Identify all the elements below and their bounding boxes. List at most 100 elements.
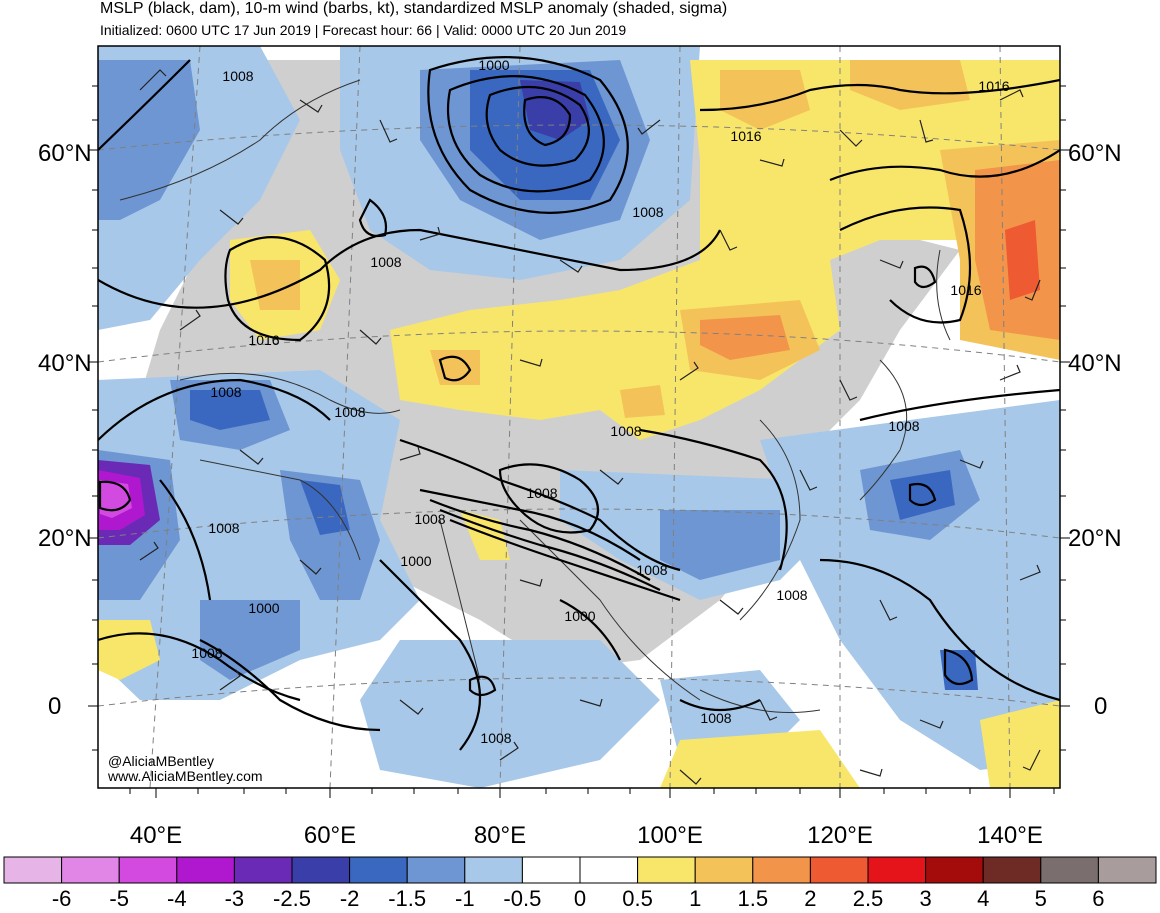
anomaly-orange-light — [720, 70, 810, 130]
colorbar-tick-label: 0 — [573, 886, 587, 911]
anomaly-blue-dark — [300, 480, 350, 535]
map-subtitle: Initialized: 0600 UTC 17 Jun 2019 | Fore… — [100, 22, 627, 38]
contour-label: 1016 — [730, 128, 762, 144]
contour-label: 1008 — [636, 562, 668, 578]
lon-label: 140°E — [977, 822, 1043, 849]
colorbar-tick-label: 1 — [689, 886, 702, 911]
contour-label: 1008 — [700, 710, 732, 726]
colorbar-swatch — [925, 856, 984, 884]
anomaly-blue-medium — [660, 510, 780, 580]
contour-label: 1000 — [478, 57, 510, 73]
contour-label: 1008 — [414, 511, 446, 527]
anomaly-blue-light — [360, 640, 660, 788]
credit-website: www.AliciaMBentley.com — [108, 768, 263, 784]
contour-label: 1008 — [610, 423, 642, 439]
colorbar-tick-label: -1.5 — [388, 886, 427, 911]
map-body — [98, 46, 1060, 788]
colorbar-tick-label: 4 — [977, 886, 990, 911]
colorbar-tick-label: 3 — [919, 886, 932, 911]
colorbar-swatch — [982, 856, 1042, 884]
contour-label: 1008 — [888, 418, 920, 434]
mslp-contours — [98, 56, 1060, 751]
lat-label-right: 40°N — [1068, 350, 1122, 377]
contour-label: 1016 — [248, 332, 280, 348]
lon-label: 40°E — [129, 822, 183, 849]
graticule — [98, 46, 1060, 788]
contour-label: 1008 — [370, 254, 402, 270]
contour-label: 1008 — [208, 520, 240, 536]
colorbar-swatch — [349, 856, 408, 884]
lat-label-left: 0 — [48, 693, 62, 720]
colorbar-swatch — [61, 856, 120, 884]
anomaly-orange — [700, 315, 790, 360]
contour-label: 1008 — [334, 404, 366, 420]
lat-label-left: 20°N — [38, 525, 92, 552]
anomaly-yellow — [660, 730, 860, 788]
contour-label: 1000 — [248, 600, 280, 616]
anomaly-blue-medium — [280, 470, 380, 600]
lat-label-right: 60°N — [1068, 140, 1122, 167]
colorbar-swatch — [118, 856, 178, 884]
contour-label: 1008 — [526, 485, 558, 501]
anomaly-yellow — [390, 60, 1060, 440]
anomaly-orange-light — [850, 60, 970, 110]
colorbar-swatch — [1097, 856, 1157, 884]
colorbar — [3, 856, 1157, 884]
colorbar-swatch — [637, 856, 696, 884]
colorbar-swatch — [176, 856, 235, 884]
colorbar-tick-label: -5 — [109, 886, 129, 911]
colorbar-tick-label: -6 — [51, 886, 72, 911]
colorbar-tick-label: 0.5 — [622, 886, 653, 911]
contour-label: 1008 — [776, 587, 808, 603]
colorbar-swatch — [233, 856, 293, 884]
contour-label: 1016 — [978, 78, 1010, 94]
contour-label: 1016 — [950, 282, 982, 298]
lon-label: 100°E — [637, 822, 703, 849]
anomaly-blue-medium — [98, 60, 200, 220]
contour-label: 1008 — [480, 730, 512, 746]
lon-label: 80°E — [473, 822, 527, 849]
contour-label: 1000 — [564, 608, 596, 624]
colorbar-tick-label: -3 — [224, 886, 245, 911]
lat-label-left: 40°N — [38, 350, 92, 377]
map-title: MSLP (black, dam), 10-m wind (barbs, kt)… — [100, 0, 728, 17]
anomaly-blue-dark — [890, 470, 955, 520]
contour-label: 1008 — [210, 384, 242, 400]
colorbar-swatch — [752, 856, 811, 884]
lon-label: 60°E — [303, 822, 357, 849]
axis-ticks — [88, 85, 1070, 798]
coastlines — [119, 79, 951, 713]
colorbar-swatch — [694, 856, 754, 884]
map-frame — [97, 45, 1061, 789]
colorbar-swatch — [464, 856, 523, 884]
colorbar-tick-label: 6 — [1092, 886, 1105, 911]
anomaly-blue-medium — [200, 600, 300, 680]
colorbar-tick-label: -2 — [339, 886, 360, 911]
contour-label: 1008 — [191, 645, 223, 661]
anomaly-blue-light — [98, 370, 420, 700]
contour-label: 1008 — [222, 68, 254, 84]
anomaly-orange-light — [620, 385, 665, 418]
lat-label-left: 60°N — [38, 140, 92, 167]
colorbar-swatch — [579, 856, 639, 884]
colorbar-swatch — [521, 856, 581, 884]
colorbar-tick-label: -4 — [167, 886, 187, 911]
colorbar-tick-label: 2.5 — [852, 886, 884, 911]
colorbar-tick-label: -2.5 — [273, 886, 311, 911]
colorbar-tick-label: 1.5 — [737, 886, 769, 911]
colorbar-tick-label: -1 — [455, 886, 475, 911]
contour-label: 1000 — [400, 553, 432, 569]
anomaly-yellow — [980, 700, 1060, 788]
lat-label-right: 20°N — [1068, 525, 1122, 552]
anomaly-blue-dark — [190, 390, 270, 430]
colorbar-tick-label: -0.5 — [503, 886, 542, 911]
colorbar-swatch — [291, 856, 351, 884]
contour-label: 1008 — [632, 204, 664, 220]
colorbar-tick-label: 5 — [1034, 886, 1047, 911]
colorbar-tick-label: 2 — [804, 886, 817, 911]
colorbar-swatch — [3, 856, 63, 884]
colorbar-swatch — [406, 856, 466, 884]
colorbar-swatch — [1040, 856, 1099, 884]
wind-barbs — [139, 69, 1041, 785]
